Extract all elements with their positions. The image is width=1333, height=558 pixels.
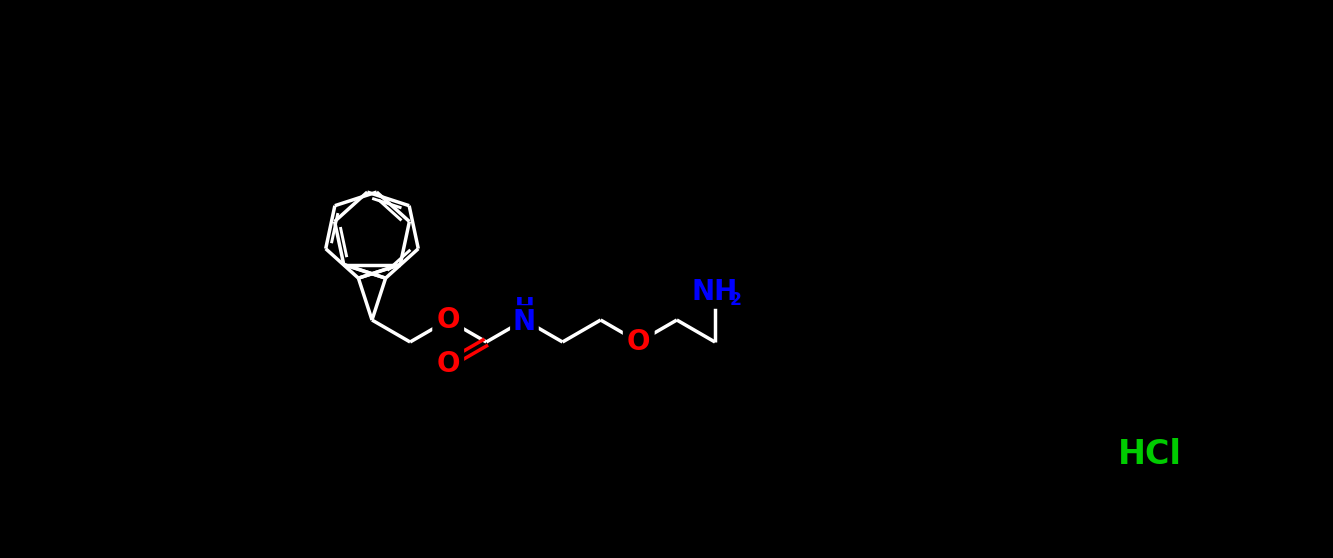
Text: 2: 2 [729,291,741,309]
Text: N: N [513,308,536,336]
Text: HCl: HCl [1118,439,1182,472]
Text: O: O [433,347,464,381]
Text: O: O [624,325,655,359]
Text: NH: NH [692,278,738,306]
Text: O: O [436,306,460,334]
Text: O: O [627,328,651,356]
Text: O: O [436,350,460,378]
Text: O: O [433,303,464,337]
Text: H: H [515,296,535,320]
